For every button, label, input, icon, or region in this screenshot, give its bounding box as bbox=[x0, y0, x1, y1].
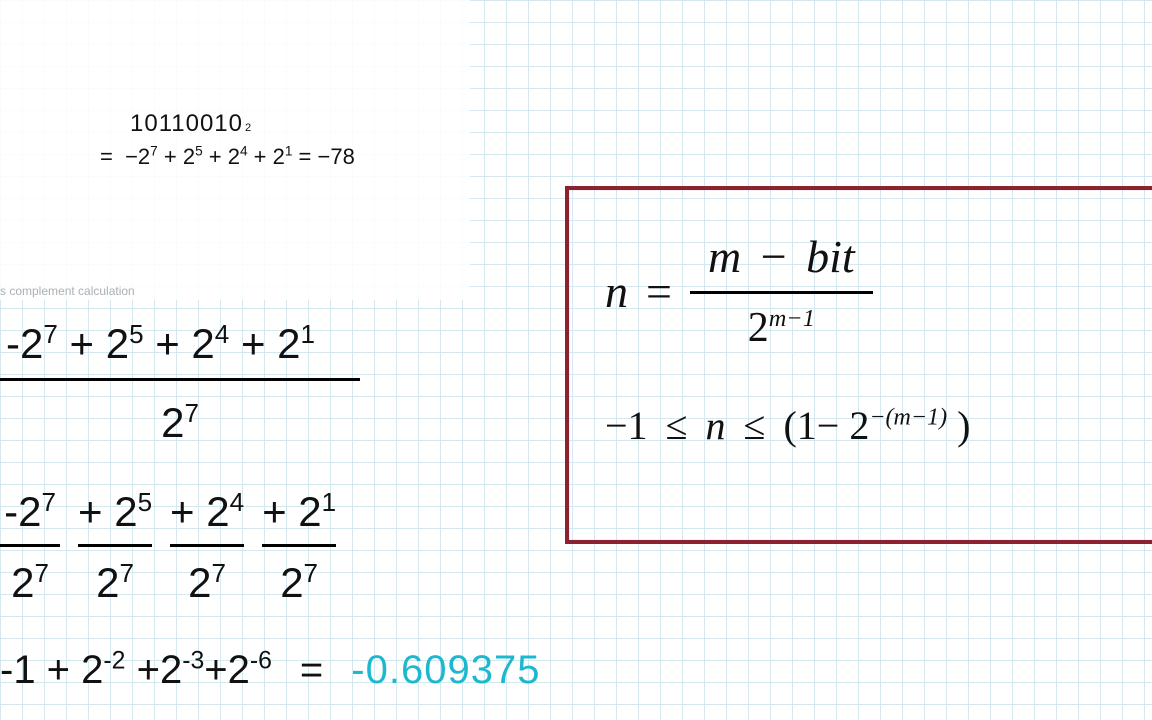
result-line: -1 + 2-2 +2-3+2-6 = -0.609375 bbox=[0, 648, 540, 693]
eq1-numerator: m − bit bbox=[690, 230, 873, 291]
frac2-item-2: + 25 27 bbox=[78, 488, 152, 607]
exp-7: 7 bbox=[150, 144, 158, 159]
formula-eq2: −1 ≤ n ≤ (1− 2−(m−1) ) bbox=[605, 402, 1145, 449]
eq1-fraction: m − bit 2m−1 bbox=[690, 230, 873, 352]
formula-eq1: n = m − bit 2m−1 bbox=[605, 230, 1145, 352]
binary-digits: 10110010 bbox=[130, 110, 243, 137]
result-equals: = bbox=[300, 648, 323, 693]
formula-box: n = m − bit 2m−1 −1 ≤ n ≤ (1− 2−(m−1) ) bbox=[565, 186, 1152, 544]
caption-text: s complement calculation bbox=[0, 284, 135, 298]
frac2-item-1: -27 27 bbox=[0, 488, 60, 607]
frac1-denominator: 27 bbox=[0, 381, 360, 447]
eq1-denominator: 2m−1 bbox=[748, 294, 815, 352]
expansion-eq: = bbox=[100, 144, 125, 169]
binary-expansion: = −27 + 25 + 24 + 21 = −78 bbox=[100, 144, 355, 170]
frac1-numerator: -27 + 25 + 24 + 21 bbox=[0, 320, 360, 374]
binary-string: 101100102 bbox=[130, 110, 252, 138]
result-lhs: -1 + 2-2 +2-3+2-6 bbox=[0, 648, 272, 693]
frac2-item-4: + 21 27 bbox=[262, 488, 336, 607]
eq1-eq: = bbox=[646, 265, 672, 318]
fraction-combined: -27 + 25 + 24 + 21 27 bbox=[0, 320, 360, 447]
fraction-split: -27 27 + 25 27 + 24 27 + 21 27 bbox=[0, 488, 336, 607]
eq1-lhs: n bbox=[605, 265, 628, 318]
frac2-row: -27 27 + 25 27 + 24 27 + 21 27 bbox=[0, 488, 336, 607]
frac2-item-3: + 24 27 bbox=[170, 488, 244, 607]
result-value: -0.609375 bbox=[351, 648, 540, 693]
expansion-neg: −2 bbox=[125, 144, 150, 169]
binary-subscript: 2 bbox=[245, 122, 252, 134]
